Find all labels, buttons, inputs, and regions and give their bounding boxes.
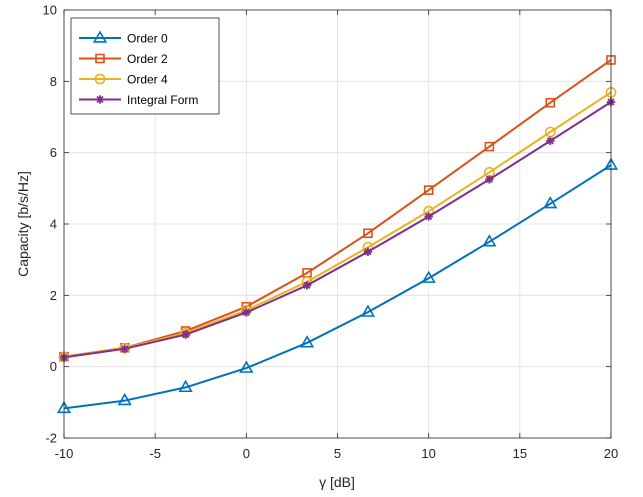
- asterisk-marker-stroke: [182, 330, 190, 339]
- data-point: [421, 270, 436, 283]
- x-tick-label: -10: [55, 446, 74, 461]
- asterisk-marker-stroke: [485, 175, 493, 184]
- data-point: [482, 234, 497, 247]
- legend-label: Order 0: [127, 31, 168, 45]
- triangle-marker-shape: [117, 392, 132, 406]
- asterisk-marker-stroke: [364, 248, 372, 256]
- circle-marker-shape: [544, 126, 556, 138]
- triangle-marker-shape: [360, 304, 376, 317]
- data-point: [299, 335, 315, 348]
- data-point: [117, 392, 132, 406]
- square-marker-shape: [363, 228, 373, 239]
- legend-entry: Order 4: [79, 72, 168, 86]
- legend-entry: Integral Form: [79, 93, 198, 107]
- y-tick-label: 0: [50, 359, 57, 374]
- data-point: [363, 247, 373, 257]
- asterisk-marker-stroke: [121, 345, 129, 353]
- x-tick-label: 5: [334, 446, 341, 461]
- series-line: [63, 164, 612, 410]
- data-point: [544, 126, 556, 138]
- legend-marker: [95, 95, 105, 104]
- y-tick-label: 10: [43, 3, 57, 18]
- y-tick-label: 6: [50, 145, 57, 160]
- y-tick-labels: -2 0 2 4 6 8 10: [43, 3, 57, 446]
- asterisk-marker-stroke: [96, 95, 104, 104]
- data-point: [181, 330, 190, 339]
- data-point: [546, 136, 555, 146]
- triangle-marker-shape: [239, 360, 254, 373]
- data-point: [485, 175, 494, 184]
- triangle-marker-shape: [543, 196, 558, 209]
- y-axis-label: Capacity [b/s/Hz]: [15, 171, 31, 277]
- triangle-marker-shape: [421, 270, 436, 283]
- asterisk-marker-stroke: [425, 212, 433, 221]
- data-point: [120, 344, 129, 354]
- asterisk-marker-stroke: [242, 308, 250, 317]
- data-point: [543, 196, 558, 209]
- legend-box: [70, 17, 220, 115]
- series-line: [63, 59, 612, 358]
- series-line: [63, 101, 612, 359]
- legend-label: Integral Form: [127, 93, 198, 107]
- y-tick-label: 8: [50, 74, 57, 89]
- x-tick-label: 20: [604, 446, 618, 461]
- x-tick-label: 15: [513, 446, 527, 461]
- x-tick-labels: -10 -5 0 5 10 15 20: [55, 446, 619, 461]
- square-marker-shape: [484, 141, 495, 152]
- ticks: [63, 9, 612, 439]
- legend-marker: [94, 73, 106, 85]
- series-order-0: [56, 157, 619, 414]
- x-tick-label: 10: [421, 446, 435, 461]
- legend-label: Order 4: [127, 72, 168, 86]
- square-marker-shape: [423, 185, 434, 195]
- square-marker-shape: [545, 97, 556, 108]
- data-point: [363, 228, 373, 239]
- y-tick-label: 4: [50, 217, 57, 232]
- legend-label: Order 2: [127, 52, 168, 66]
- triangle-marker-shape: [482, 234, 497, 247]
- x-axis-label: γ [dB]: [319, 474, 355, 490]
- triangle-marker-shape: [92, 30, 108, 43]
- square-marker-shape: [95, 53, 105, 64]
- x-tick-label: -5: [149, 446, 161, 461]
- legend-marker: [92, 30, 108, 43]
- series-line: [63, 91, 612, 358]
- legend-entry: Order 2: [79, 52, 168, 66]
- data-point: [302, 281, 312, 290]
- asterisk-marker-stroke: [546, 137, 554, 145]
- data-point: [424, 212, 433, 221]
- data-point: [545, 97, 556, 108]
- triangle-marker-shape: [178, 379, 193, 393]
- data-point: [178, 379, 193, 393]
- y-tick-label: 2: [50, 288, 57, 303]
- series-group: [56, 55, 619, 414]
- data-point: [360, 304, 376, 317]
- data-point: [423, 185, 434, 195]
- legend: Order 0 Order 2 Order 4 Integral Form: [70, 17, 220, 115]
- legend-marker: [95, 53, 105, 64]
- data-point: [239, 360, 254, 373]
- asterisk-marker-stroke: [303, 281, 311, 289]
- circle-marker-shape: [94, 73, 106, 85]
- y-tick-label: -2: [45, 431, 57, 446]
- data-point: [484, 141, 495, 152]
- data-point: [242, 308, 251, 317]
- x-tick-label: 0: [243, 446, 250, 461]
- legend-entry: Order 0: [79, 30, 168, 45]
- triangle-marker-shape: [299, 335, 315, 348]
